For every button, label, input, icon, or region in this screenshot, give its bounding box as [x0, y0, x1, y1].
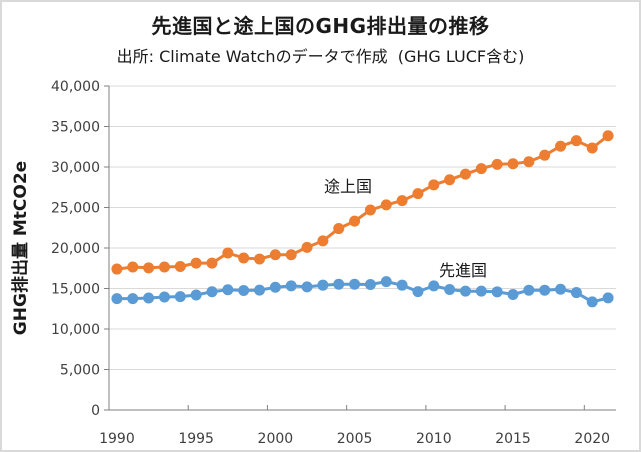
data-point-developed	[206, 286, 218, 298]
x-tick-label: 2000	[258, 431, 294, 447]
data-point-developing	[396, 195, 408, 207]
data-point-developed	[238, 285, 250, 297]
data-point-developed	[158, 291, 170, 303]
data-point-developing	[127, 261, 139, 273]
data-point-developing	[254, 253, 266, 265]
data-point-developed	[380, 276, 392, 288]
data-point-developing	[111, 263, 123, 275]
data-point-developed	[364, 279, 376, 291]
chart-title: 先進国と途上国のGHG排出量の推移	[151, 14, 490, 38]
data-point-developing	[190, 257, 202, 269]
data-point-developed	[491, 286, 503, 298]
x-tick-label: 2005	[337, 431, 373, 447]
data-point-developing	[301, 241, 313, 253]
series-line-developing	[116, 134, 610, 271]
data-point-developed	[507, 288, 519, 300]
data-point-developed	[555, 283, 567, 295]
x-tick-label: 2020	[574, 431, 610, 447]
data-point-developed	[317, 279, 329, 291]
data-point-developed	[396, 279, 408, 291]
data-point-developing	[586, 142, 598, 154]
data-point-developed	[412, 286, 424, 298]
data-point-developed	[143, 292, 155, 304]
data-point-developed	[254, 284, 266, 296]
data-point-developed	[333, 278, 345, 290]
data-point-developing	[206, 257, 218, 269]
data-point-developed	[444, 283, 456, 295]
series-label-developed: 先進国	[439, 261, 487, 280]
y-tick-labels: 0 5,000 10,000 15,000 20,000 25,000 30,000 35,0…	[51, 79, 100, 419]
data-point-developing	[412, 188, 424, 200]
gridlines	[109, 85, 616, 370]
y-tick-label: 40,000	[51, 79, 100, 95]
data-point-developed	[586, 296, 598, 308]
y-tick-label: 15,000	[51, 282, 100, 298]
series-label-developing: 途上国	[324, 177, 372, 196]
y-axis-title: GHG排出量 MtCO2e	[10, 161, 31, 335]
y-tick-label: 10,000	[51, 322, 100, 338]
data-point-developing	[269, 249, 281, 261]
data-point-developing	[491, 158, 503, 170]
data-point-developing	[459, 168, 471, 180]
data-point-developed	[523, 284, 535, 296]
data-point-developed	[222, 284, 234, 296]
data-point-developed	[269, 281, 281, 293]
data-point-developed	[475, 285, 487, 297]
data-point-developing	[507, 158, 519, 170]
series-lines	[116, 134, 610, 304]
axes	[104, 85, 616, 411]
x-tick-label: 1995	[178, 431, 214, 447]
y-tick-label: 20,000	[51, 241, 100, 257]
data-point-developing	[539, 149, 551, 161]
data-point-developing	[602, 130, 614, 142]
x-tick-label: 1990	[99, 431, 135, 447]
x-tick-label: 2010	[416, 431, 452, 447]
y-tick-label: 0	[91, 403, 100, 419]
data-point-developing	[158, 261, 170, 273]
data-point-developing	[349, 215, 361, 227]
y-tick-label: 25,000	[51, 201, 100, 217]
data-point-developed	[428, 280, 440, 292]
data-point-developing	[174, 260, 186, 272]
data-point-developing	[555, 140, 567, 152]
data-point-developing	[523, 156, 535, 168]
data-point-developed	[174, 291, 186, 303]
data-point-developing	[333, 223, 345, 235]
data-point-developing	[364, 204, 376, 216]
data-point-developed	[111, 293, 123, 305]
data-point-developing	[380, 199, 392, 211]
data-point-developing	[444, 174, 456, 186]
y-tick-label: 35,000	[51, 120, 100, 136]
data-point-developed	[570, 287, 582, 299]
series-line-developed	[116, 280, 609, 304]
data-point-developed	[459, 285, 471, 297]
data-point-developed	[301, 281, 313, 293]
data-point-developing	[428, 179, 440, 191]
y-tick-label: 30,000	[51, 160, 100, 176]
data-point-developing	[475, 163, 487, 175]
chart-subtitle: 出所: Climate Watchのデータで作成 (GHG LUCF含む)	[116, 47, 525, 66]
x-tick-labels: 1990 1995 2000 2005 2010 2015 2020	[99, 431, 610, 447]
data-point-developing	[222, 247, 234, 259]
data-point-developed	[127, 293, 139, 305]
data-point-developed	[602, 292, 614, 304]
data-point-developing	[238, 252, 250, 264]
data-point-developed	[285, 280, 297, 292]
data-point-developed	[349, 278, 361, 290]
series-points	[111, 130, 614, 308]
y-tick-label: 5,000	[60, 363, 100, 379]
data-point-developing	[570, 135, 582, 147]
data-point-developed	[539, 284, 551, 296]
data-point-developing	[143, 262, 155, 274]
x-tick-label: 2015	[495, 431, 531, 447]
data-point-developing	[285, 249, 297, 261]
data-point-developed	[190, 289, 202, 301]
data-point-developing	[317, 235, 329, 247]
